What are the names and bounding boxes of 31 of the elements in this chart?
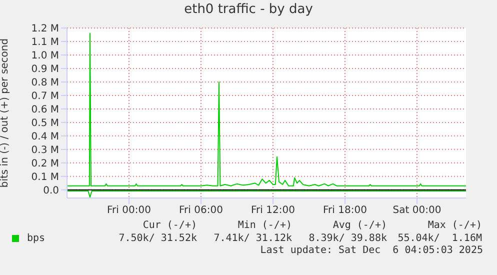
y-tick-label: 0.2 M — [31, 158, 59, 170]
x-tick-label: Fri 18:00 — [323, 205, 367, 216]
y-tick-label: 1.1 M — [31, 37, 59, 48]
y-tick-label: 0.0 — [43, 185, 59, 196]
text: 7.41k/ 31.12k — [212, 232, 292, 244]
y-tick-label: 0.6 M — [31, 104, 59, 116]
x-tick-label: Fri 06:00 — [179, 205, 223, 216]
x-tick-label: Fri 00:00 — [107, 205, 151, 216]
x-tick-label: Fri 12:00 — [251, 205, 295, 216]
text: Max (-/+) — [426, 220, 482, 232]
text: Min (-/+) — [236, 220, 292, 232]
y-tick-label: 1.0 M — [31, 50, 59, 62]
y-tick-label: 0.7 M — [31, 91, 59, 102]
y-tick-label: 0.8 M — [31, 78, 59, 89]
text: Avg (-/+) — [332, 220, 387, 232]
chart-title: eth0 traffic - by day — [183, 1, 314, 19]
y-tick-label: 1.2 M — [31, 24, 59, 35]
y-tick-label: 0.5 M — [31, 118, 59, 129]
x-tick-label: Sat 00:00 — [392, 205, 442, 216]
text: 8.39k/ 39.88k — [308, 232, 387, 244]
text: 7.50k/ 31.52k — [118, 232, 197, 244]
y-tick-label: 0.1 M — [31, 172, 59, 183]
y-tick-label: 0.4 M — [31, 131, 59, 142]
text: Last update: Sat Dec 6 04:05:03 2025 — [259, 245, 484, 256]
legend-label: bps — [26, 233, 46, 244]
y-tick-label: 0.9 M — [31, 64, 59, 76]
text: Cur (-/+) — [142, 220, 197, 232]
y-tick-label: 0.3 M — [31, 144, 59, 156]
y-axis-title: bits in (-) / out (+) per second — [0, 38, 11, 188]
text: 55.04k/ 1.16M — [396, 232, 482, 244]
line-series — [67, 32, 466, 186]
